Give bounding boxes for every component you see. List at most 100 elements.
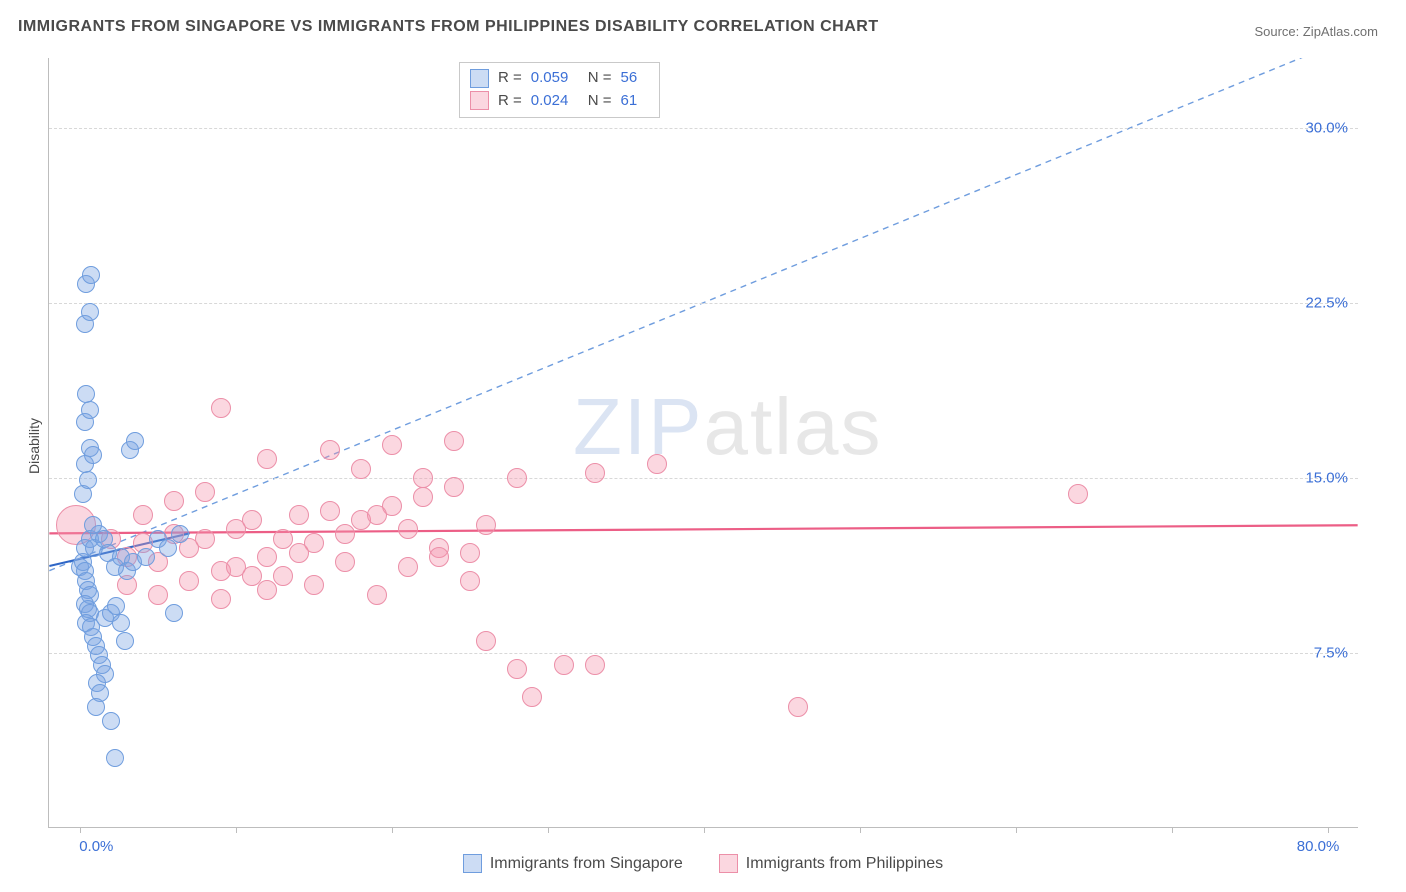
gridline [49,478,1358,479]
scatter-point [460,543,480,563]
scatter-point [522,687,542,707]
legend-r-label: R = [498,67,522,90]
scatter-point [211,589,231,609]
scatter-point [585,463,605,483]
scatter-point [320,440,340,460]
legend-swatch [470,91,489,110]
watermark-atlas: atlas [703,382,882,471]
scatter-point [159,539,177,557]
scatter-point [257,547,277,567]
scatter-point [320,501,340,521]
legend-bottom: Immigrants from Singapore Immigrants from… [0,854,1406,878]
x-tick [548,827,549,833]
y-tick-label: 15.0% [1305,470,1348,487]
scatter-point [257,580,277,600]
legend-swatch [463,854,482,873]
scatter-point [87,698,105,716]
legend-n-value: 61 [621,90,649,113]
scatter-point [106,749,124,767]
scatter-point [476,515,496,535]
legend-r-label: R = [498,90,522,113]
scatter-point [164,491,184,511]
x-tick [80,827,81,833]
scatter-point [226,557,246,577]
scatter-point [335,552,355,572]
scatter-point [304,575,324,595]
legend-swatch [719,854,738,873]
scatter-point [171,525,189,543]
legend-n-label: N = [588,67,612,90]
legend-series-label: Immigrants from Singapore [490,855,683,873]
gridline [49,128,1358,129]
x-tick [704,827,705,833]
scatter-point [444,431,464,451]
y-tick-label: 22.5% [1305,295,1348,312]
y-axis-label: Disability [26,418,42,474]
legend-row: R =0.059N =56 [470,67,649,90]
scatter-point [289,505,309,525]
scatter-point [112,614,130,632]
scatter-point [107,597,125,615]
chart-title: IMMIGRANTS FROM SINGAPORE VS IMMIGRANTS … [18,18,879,36]
scatter-point [476,631,496,651]
scatter-point [102,712,120,730]
scatter-point [398,557,418,577]
scatter-point [148,585,168,605]
scatter-point [335,524,355,544]
legend-item: Immigrants from Singapore [463,854,683,873]
scatter-point [413,468,433,488]
source-link[interactable]: ZipAtlas.com [1303,24,1378,39]
legend-r-value: 0.059 [531,67,579,90]
scatter-point [81,303,99,321]
scatter-point [195,482,215,502]
scatter-point [554,655,574,675]
scatter-point [507,468,527,488]
legend-n-label: N = [588,90,612,113]
scatter-point [126,432,144,450]
gridline [49,303,1358,304]
x-tick [1172,827,1173,833]
watermark: ZIPatlas [573,381,882,473]
scatter-point [116,632,134,650]
scatter-point [257,449,277,469]
x-tick [1016,827,1017,833]
scatter-point [289,543,309,563]
scatter-point [507,659,527,679]
regression-lines-layer [49,58,1358,827]
legend-row: R = 0.024 N = 61 [470,90,649,113]
y-tick-label: 30.0% [1305,120,1348,137]
scatter-point [84,446,102,464]
scatter-point [84,516,102,534]
watermark-zip: ZIP [573,382,703,471]
scatter-point [367,585,387,605]
scatter-point [1068,484,1088,504]
scatter-point [788,697,808,717]
legend-r-value: 0.024 [531,90,579,113]
scatter-point [211,398,231,418]
scatter-point [429,547,449,567]
legend-item: Immigrants from Philippines [719,854,943,873]
scatter-point [81,401,99,419]
x-tick-label: 80.0% [1297,838,1340,855]
x-tick [1328,827,1329,833]
scatter-point [195,529,215,549]
x-tick-label: 0.0% [79,838,113,855]
scatter-point [273,566,293,586]
scatter-point [79,471,97,489]
scatter-point [179,571,199,591]
source-attribution: Source: ZipAtlas.com [1254,24,1378,39]
scatter-point [137,548,155,566]
y-tick-label: 7.5% [1314,645,1348,662]
scatter-point [382,435,402,455]
scatter-point [398,519,418,539]
source-label: Source: [1254,24,1302,39]
legend-r-n: R =0.059N =56R =0.024N =61 [459,62,660,118]
scatter-point [133,505,153,525]
scatter-point [413,487,433,507]
gridline [49,653,1358,654]
scatter-point [242,510,262,530]
scatter-point [585,655,605,675]
legend-series-label: Immigrants from Philippines [746,855,943,873]
scatter-plot-area: ZIPatlas 7.5%15.0%22.5%30.0%R =0.059N =5… [48,58,1358,828]
scatter-point [460,571,480,591]
